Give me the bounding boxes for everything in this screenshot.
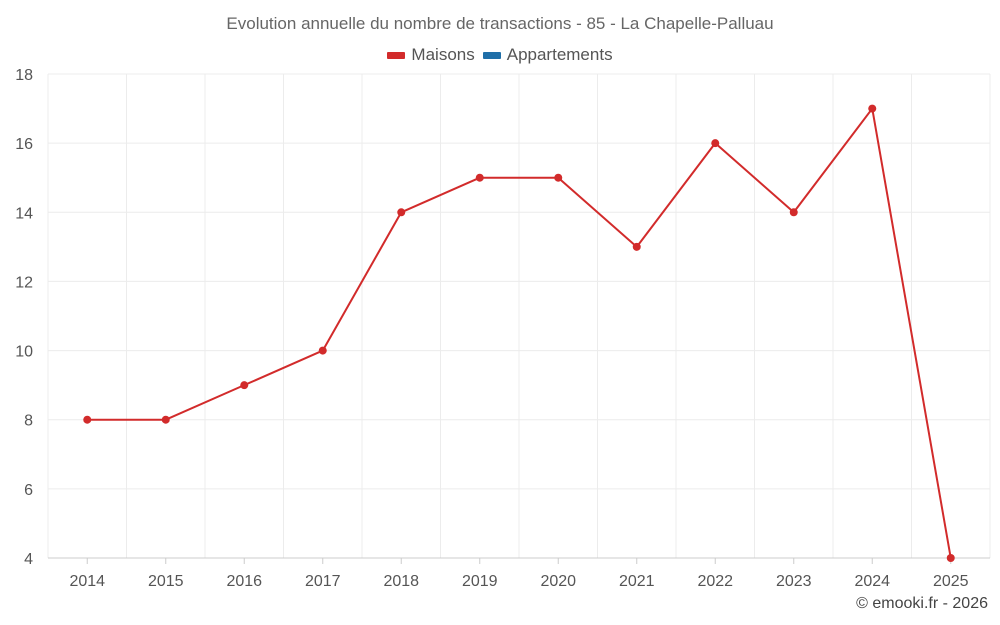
data-point bbox=[318, 346, 327, 355]
data-point bbox=[475, 173, 484, 182]
x-tick-label: 2024 bbox=[854, 573, 890, 590]
data-point bbox=[789, 208, 798, 217]
y-tick-label: 8 bbox=[24, 413, 33, 430]
chart-title: Evolution annuelle du nombre de transact… bbox=[226, 14, 774, 33]
y-tick-label: 6 bbox=[24, 482, 33, 499]
x-tick-label: 2015 bbox=[148, 573, 184, 590]
data-point bbox=[554, 173, 563, 182]
y-tick-label: 16 bbox=[15, 136, 33, 153]
data-point bbox=[711, 139, 720, 148]
x-tick-label: 2017 bbox=[305, 573, 341, 590]
x-tick-label: 2023 bbox=[776, 573, 812, 590]
x-tick-label: 2025 bbox=[933, 573, 969, 590]
x-tick-label: 2021 bbox=[619, 573, 655, 590]
y-tick-label: 18 bbox=[15, 67, 33, 84]
data-point bbox=[868, 104, 877, 113]
y-tick-label: 12 bbox=[15, 274, 33, 291]
x-tick-label: 2019 bbox=[462, 573, 498, 590]
y-tick-label: 14 bbox=[15, 205, 33, 222]
x-tick-label: 2016 bbox=[226, 573, 262, 590]
legend-label-appartements: Appartements bbox=[506, 45, 613, 64]
legend-item-maisons[interactable]: Maisons bbox=[387, 45, 475, 65]
data-point bbox=[397, 208, 406, 217]
x-tick-label: 2018 bbox=[383, 573, 419, 590]
legend-swatch-appartements bbox=[482, 51, 501, 59]
data-point bbox=[161, 415, 170, 424]
legend-item-appartements[interactable]: Appartements bbox=[482, 45, 613, 65]
x-tick-label: 2022 bbox=[697, 573, 733, 590]
legend: Maisons Appartements bbox=[0, 45, 1000, 65]
series-line-maisons bbox=[87, 107, 952, 559]
y-tick-label: 4 bbox=[24, 551, 33, 568]
data-point bbox=[946, 554, 955, 562]
data-point bbox=[83, 415, 92, 424]
data-point bbox=[240, 381, 249, 390]
x-tick-label: 2014 bbox=[69, 573, 105, 590]
x-tick-label: 2020 bbox=[540, 573, 576, 590]
legend-label-maisons: Maisons bbox=[411, 45, 475, 64]
credit-text: © emooki.fr - 2026 bbox=[856, 595, 988, 612]
legend-swatch-maisons bbox=[387, 51, 406, 59]
data-point bbox=[632, 242, 641, 251]
y-tick-label: 10 bbox=[15, 344, 33, 361]
